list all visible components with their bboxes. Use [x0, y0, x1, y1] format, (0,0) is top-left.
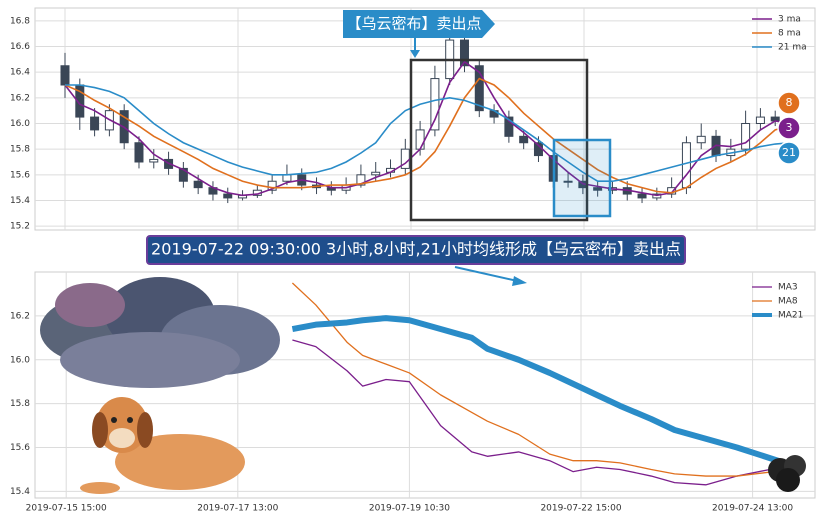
arrow [454, 266, 523, 283]
y-tick-label: 15.2 [10, 222, 30, 232]
candle-body [459, 39, 469, 67]
candle-body [267, 180, 277, 191]
y-tick-label: 16.8 [10, 16, 30, 26]
ma-line [292, 339, 792, 486]
candle-body [60, 65, 70, 86]
legend-label: 8 ma [778, 29, 801, 39]
top-banner-text: 【乌云密布】卖出点 [346, 15, 481, 33]
candle-body [755, 116, 765, 124]
candle-body [637, 193, 647, 199]
legend-label: 3 ma [778, 15, 801, 25]
y-tick-label: 15.8 [10, 145, 30, 155]
candle-body [134, 142, 144, 163]
ma-line [291, 282, 792, 477]
badge [777, 91, 801, 115]
legend-label: 21 ma [778, 43, 807, 53]
badge-label: 21 [782, 146, 796, 159]
ma-line [291, 315, 793, 468]
mid-banner-text: 2019-07-22 09:30:00 3小时,8小时,21小时均线形成【乌云密… [151, 240, 681, 259]
x-tick-label: 2019-07-15 15:00 [26, 504, 107, 514]
candle-body [90, 116, 100, 131]
candle-body [504, 116, 514, 137]
candle-body [519, 135, 529, 144]
x-tick-label: 2019-07-24 13:00 [712, 504, 793, 514]
candle-body [415, 129, 425, 150]
candle-body [223, 193, 233, 199]
y-tick-label: 16.6 [10, 42, 30, 52]
y-tick-label: 16.2 [10, 311, 30, 321]
candle-body [593, 187, 603, 191]
candle-body [371, 171, 381, 176]
y-tick-label: 16.0 [10, 119, 30, 129]
dark-cloud-icon [768, 455, 806, 492]
top-plot-area [34, 7, 816, 231]
badge-label: 3 [786, 121, 793, 134]
badge [777, 141, 801, 165]
y-tick-label: 15.4 [10, 196, 30, 206]
candle-body [741, 122, 751, 150]
ma-line [64, 77, 791, 194]
y-tick-label: 16.0 [10, 355, 30, 365]
y-tick-label: 15.8 [10, 399, 30, 409]
y-tick-label: 15.6 [10, 443, 30, 453]
legend-label: MA21 [778, 311, 803, 321]
candle-body [430, 78, 440, 131]
badge [777, 116, 801, 140]
x-tick-label: 2019-07-19 10:30 [369, 504, 450, 514]
ma-line [65, 84, 791, 183]
candle-body [563, 180, 573, 183]
x-tick-label: 2019-07-17 13:00 [197, 504, 278, 514]
candle-body [696, 135, 706, 144]
candle-body [282, 174, 292, 182]
legend-label: MA8 [778, 297, 798, 307]
arrow-head [512, 276, 527, 286]
y-tick-label: 15.4 [10, 487, 30, 497]
mid-banner [146, 235, 686, 265]
top-banner [343, 10, 495, 38]
candle-body [149, 158, 159, 163]
candle-body [681, 142, 691, 189]
signal-box [552, 138, 612, 218]
badge-label: 8 [786, 96, 793, 109]
y-tick-label: 16.2 [10, 93, 30, 103]
candle-body [356, 174, 366, 186]
candle-body [193, 180, 203, 189]
y-tick-label: 15.6 [10, 170, 30, 180]
x-tick-label: 2019-07-22 15:00 [540, 504, 621, 514]
candle-body [474, 65, 484, 112]
candle-body [178, 167, 188, 182]
legend-label: MA3 [778, 283, 798, 293]
dog-illustration [80, 397, 245, 494]
y-tick-label: 16.4 [10, 68, 30, 78]
cloud-illustration [40, 277, 280, 388]
arrow-head [410, 50, 420, 58]
